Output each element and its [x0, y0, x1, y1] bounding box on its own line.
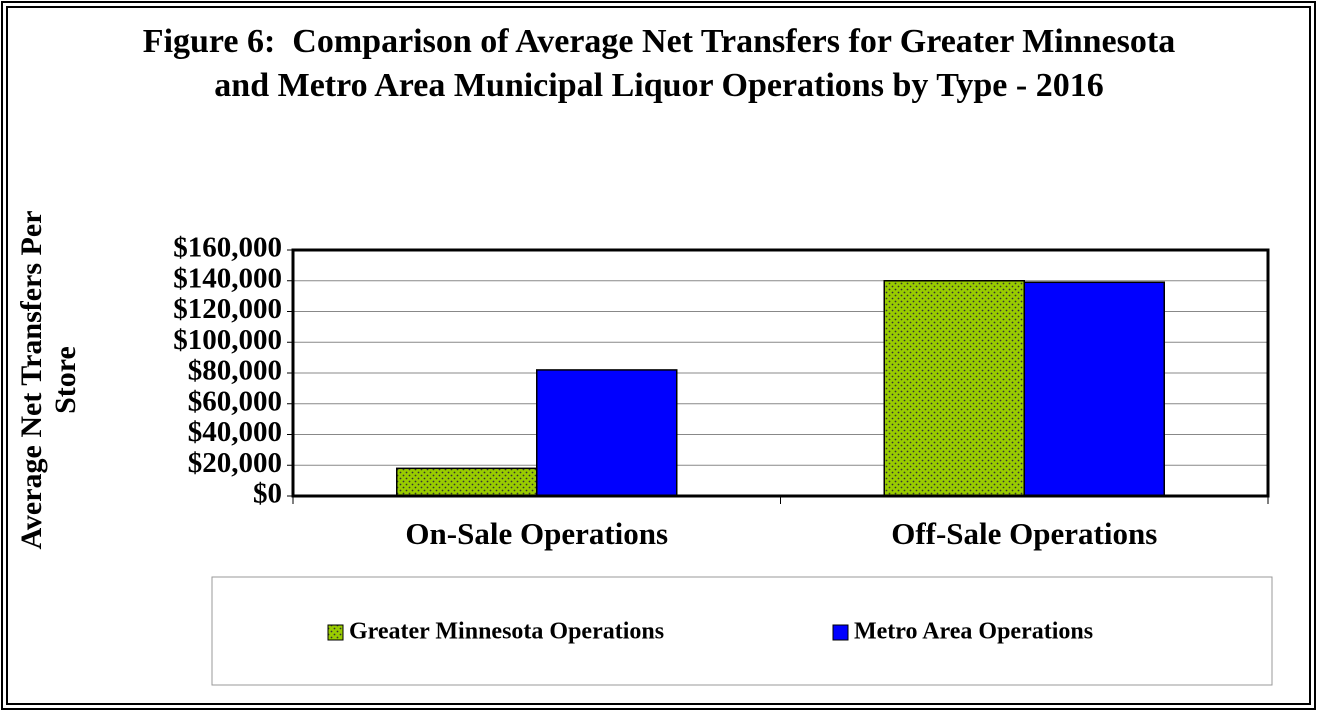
legend-swatch [832, 624, 849, 641]
y-tick-label: $100,000 [173, 324, 282, 356]
bar [396, 467, 538, 497]
legend-swatch [327, 624, 344, 641]
legend-label: Metro Area Operations [854, 619, 1093, 645]
chart-title: Figure 6: Comparison of Average Net Tran… [142, 23, 1184, 104]
x-tick-label: On-Sale Operations [405, 516, 668, 551]
y-tick-label: $40,000 [188, 416, 282, 448]
bar [883, 280, 1025, 497]
legend-box [211, 576, 1273, 686]
bar [536, 369, 678, 497]
y-tick-label: $20,000 [188, 447, 282, 479]
y-tick-label: $60,000 [188, 385, 282, 417]
plot-border [291, 248, 1270, 498]
y-tick-label: $0 [253, 478, 282, 510]
y-tick-label: $120,000 [173, 293, 282, 325]
y-tick-label: $80,000 [188, 355, 282, 387]
legend-label: Greater Minnesota Operations [349, 619, 664, 645]
bar [1023, 281, 1165, 497]
y-tick-label: $140,000 [173, 262, 282, 294]
y-tick-label: $160,000 [173, 232, 282, 264]
inner-frame [6, 6, 1311, 705]
y-axis-label: Average Net Transfers Per Store [15, 210, 82, 550]
x-tick-label: Off-Sale Operations [891, 516, 1157, 551]
